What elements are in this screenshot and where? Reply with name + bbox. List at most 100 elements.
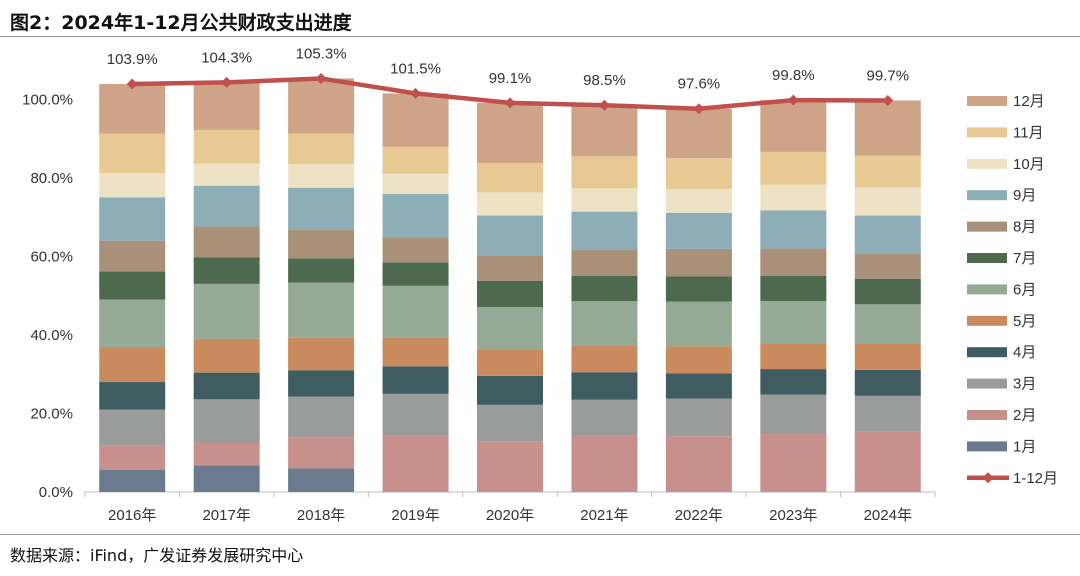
line-point [504,97,516,109]
bar-segment [99,173,166,198]
bar-segment [193,442,260,466]
bar-segments [99,78,921,492]
bar-segment [288,78,355,134]
bar-segment [193,465,260,492]
bar-segment [288,164,355,188]
legend-label: 3月 [1013,376,1036,393]
bar-segment [99,445,166,471]
legend-label: 2月 [1013,407,1036,424]
line-point [882,94,894,106]
bar-segment [854,278,921,305]
bar-segment [571,249,638,277]
bar-segment [288,370,355,397]
bar-segment [571,276,638,302]
y-tick-label: 20.0% [30,405,73,422]
bar-segment [665,301,732,347]
x-tick-label: 2016年 [108,507,156,524]
bar-segment [288,133,355,165]
bar-segment [99,240,166,272]
bar-segment [760,248,827,277]
bar-segment [477,404,543,442]
line-point [410,87,422,99]
bar-segment [193,399,260,443]
bar-segment [477,280,543,308]
bar-segment [382,173,449,194]
legend-swatch [967,127,1007,138]
bar-segment [665,188,732,213]
bar-segment [854,187,921,216]
bar-segment [382,285,449,338]
legend-swatch [967,410,1007,420]
legend-label: 6月 [1013,281,1036,298]
legend-swatch [967,315,1007,326]
bar-segment [99,83,166,134]
bar-segment [760,433,827,492]
bar-segment [665,212,732,249]
legend-label: 9月 [1013,187,1036,204]
bar-segment [193,163,260,186]
bar-segment [665,248,732,277]
legend-label: 1-12月 [1013,470,1058,487]
data-label: 99.8% [772,67,815,84]
bar-segment [382,262,449,286]
bar-segment [854,304,921,344]
bar-segment [571,156,638,189]
bar-segment [193,257,260,284]
bar-segment [854,100,921,156]
line-point [787,94,799,106]
bar-segment [854,431,921,492]
bar-segment [760,276,827,302]
bar-segment [477,255,543,281]
bar-segment [571,345,638,373]
x-tick-label: 2019年 [391,507,439,524]
line-point [315,72,327,84]
line-point [693,103,705,115]
bar-segment [760,394,827,434]
line-point [598,99,610,111]
y-tick-label: 40.0% [30,327,73,344]
data-label: 98.5% [583,72,626,89]
stacked-bar-line-chart: 0.0% 20.0% 40.0% 60.0% 80.0% 100.0% 2016年 2017年… [22,45,1058,524]
bar-segment [477,192,543,216]
legend-swatch [967,284,1007,295]
data-label: 99.1% [489,70,532,87]
bar-segment [854,215,921,255]
bar-segment [382,193,449,238]
bar-segment [99,133,166,174]
total-progress-line: 103.9% 104.3% 105.3% 101.5% 99.1% 98.5% 97.6% 9… [107,45,909,115]
legend-swatch [967,221,1007,232]
bar-segment [288,437,355,469]
title-divider [0,36,1080,37]
bar-segment [571,372,638,400]
line-point [126,78,138,90]
bar-segment [477,215,543,256]
x-tick-label: 2023年 [769,507,817,524]
bar-segment [665,346,732,374]
legend-label: 4月 [1013,344,1036,361]
bar-segment [665,276,732,302]
bar-segment [193,226,260,258]
bar-segment [382,146,449,174]
legend-label: 11月 [1013,124,1044,141]
bar-segment [288,230,355,259]
bar-segment [193,338,260,373]
bar-segment [571,301,638,346]
y-tick-label: 80.0% [30,170,73,187]
legend-swatch [967,347,1007,358]
bar-segment [665,108,732,159]
x-tick-label: 2024年 [864,507,912,524]
bar-segment [193,129,260,164]
bar-segment [288,337,355,371]
bar-segment [382,93,449,147]
bar-segment [99,382,166,410]
legend-swatch [967,378,1007,389]
bar-segment [760,151,827,185]
bar-segment [571,399,638,436]
x-tick-label: 2020年 [486,507,534,524]
bar-segment [477,307,543,350]
bar-segment [382,435,449,492]
bar-segment [571,188,638,212]
bar-segment [854,369,921,396]
bar-segment [571,105,638,157]
x-tick-label: 2022年 [675,507,723,524]
